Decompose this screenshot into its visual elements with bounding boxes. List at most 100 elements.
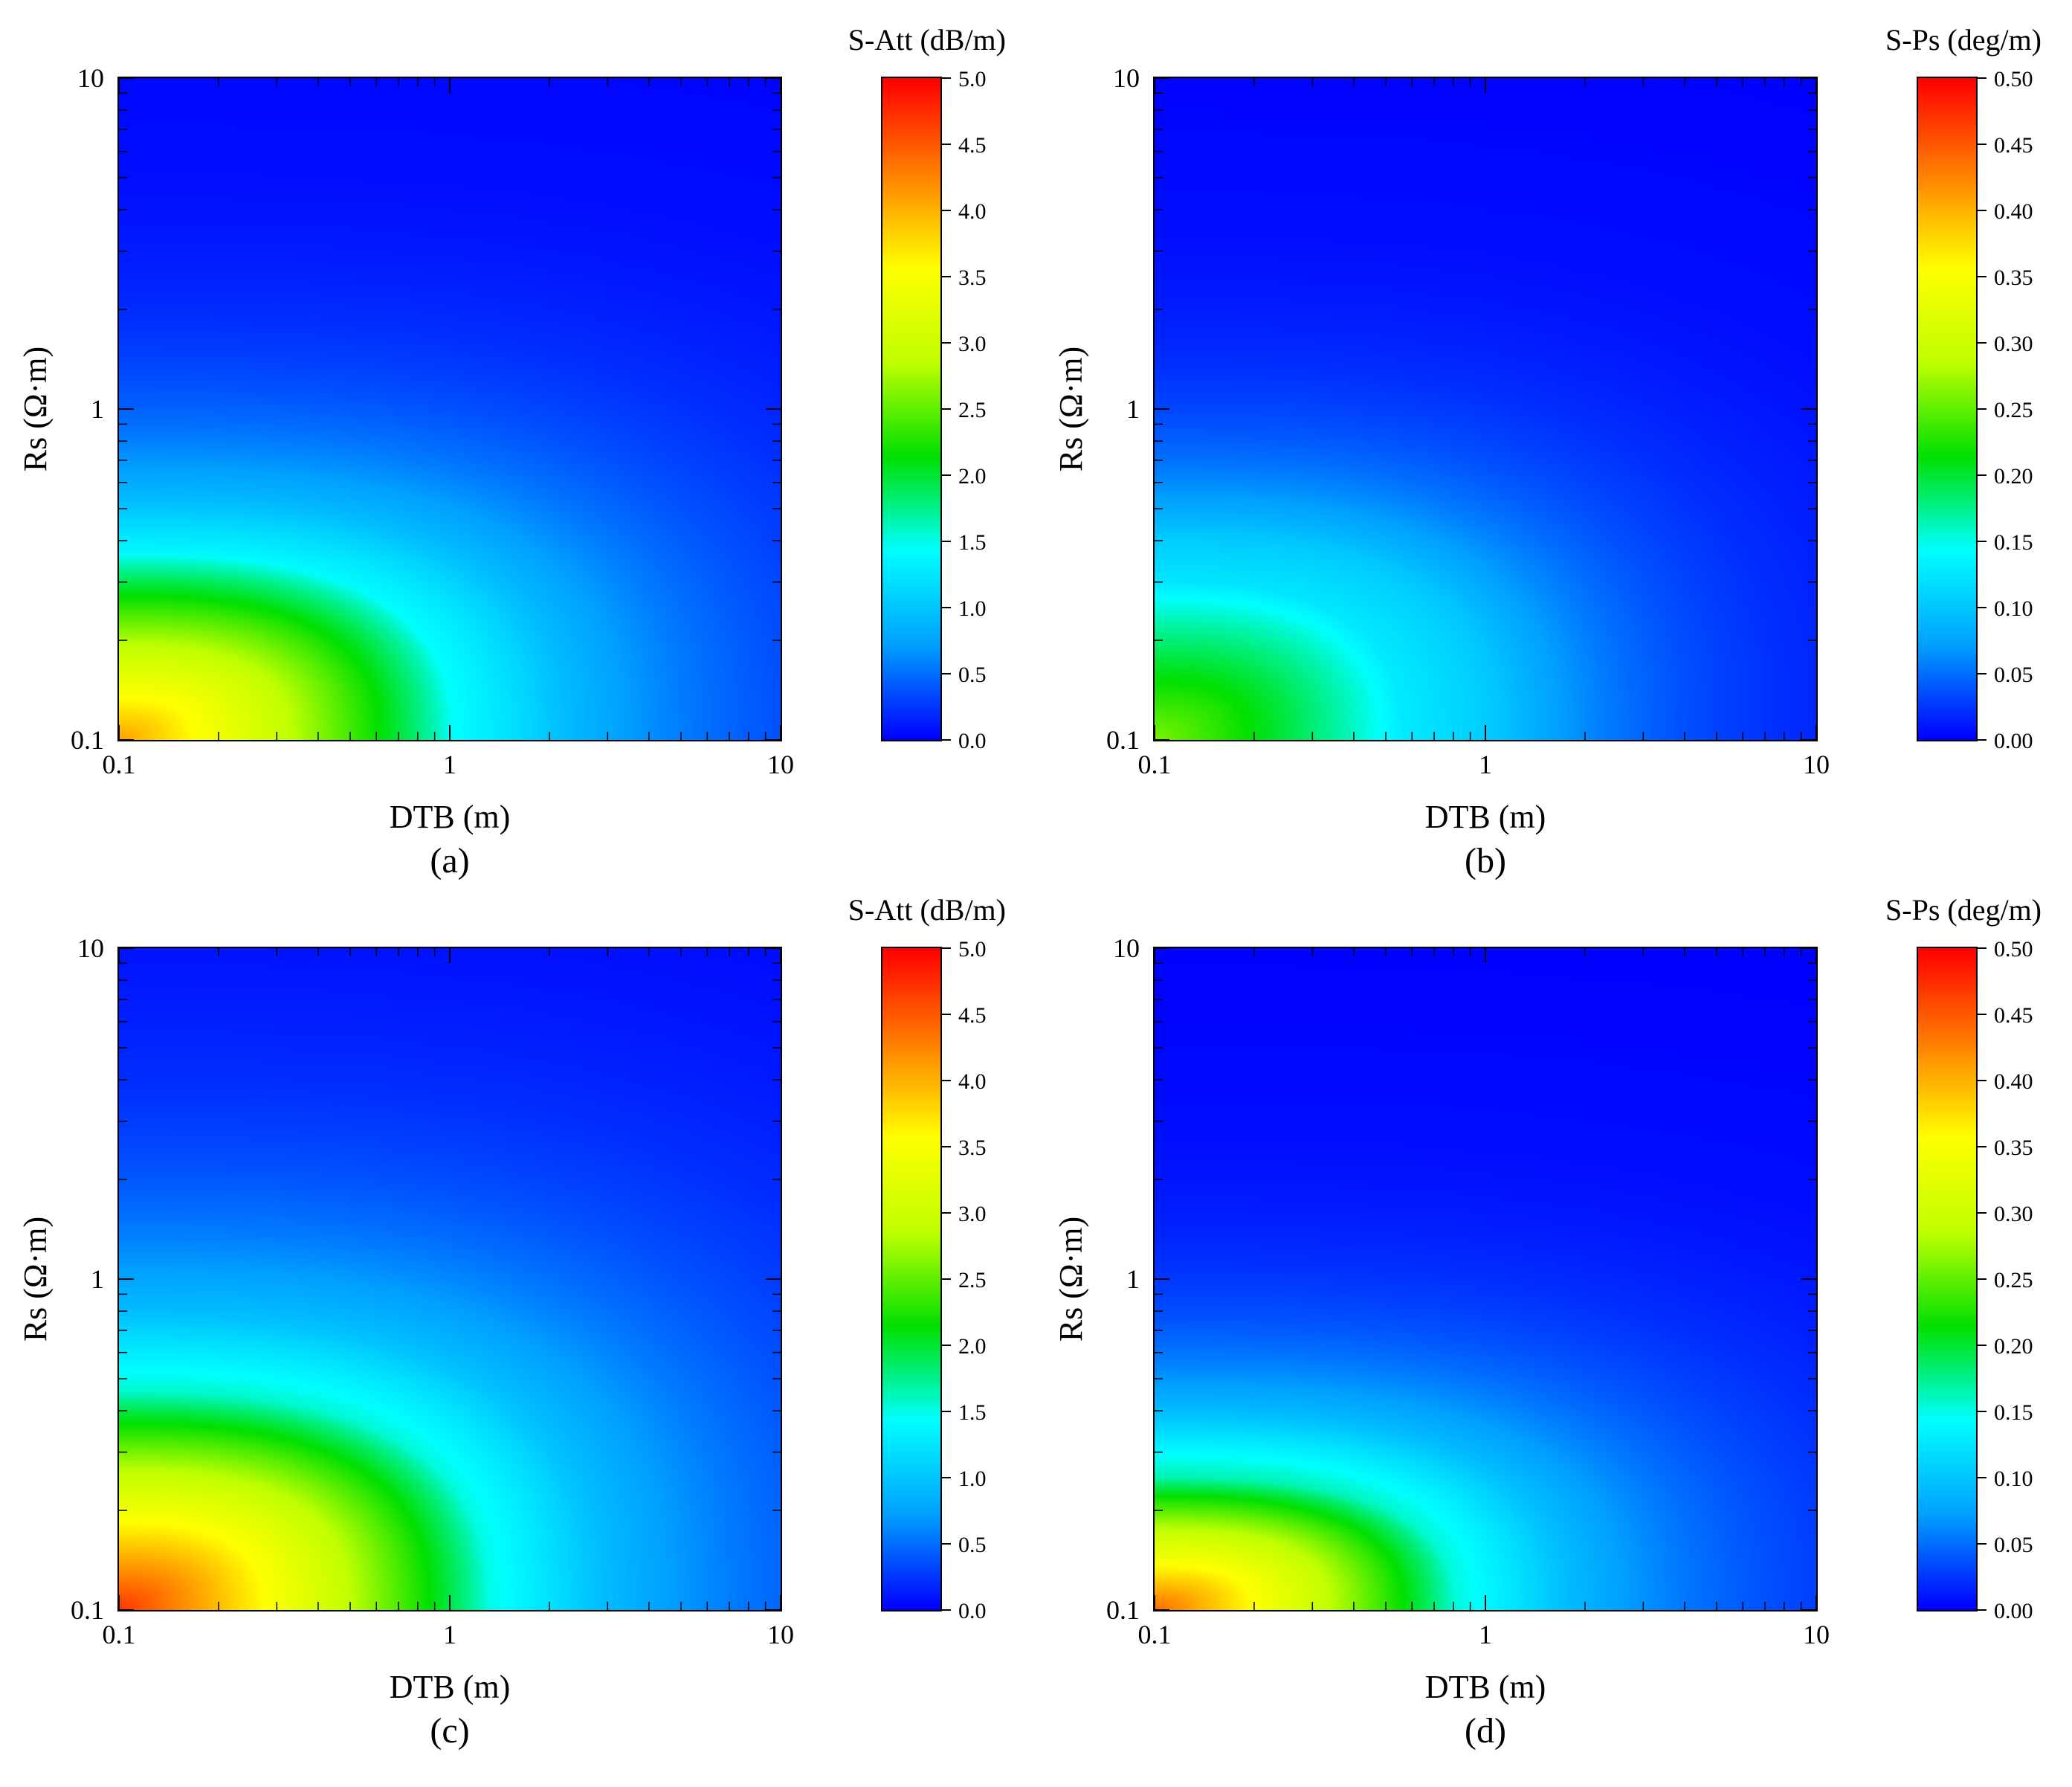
colorbar-gradient: [1918, 78, 1976, 740]
colorbar-tick-label: 0.05: [1994, 1533, 2033, 1557]
y-axis-label: Rs (Ω·m): [17, 1217, 54, 1342]
panel-a: S-Att (dB/m) 0.1 1 10 0.1 1 10 DTB (m) Rs (Ω·m) 0…: [0, 0, 1036, 880]
axes: 0.1 1 10 0.1 1 10 DTB (m) Rs (Ω·m) 0.0 0.5 1.0 1.5 2…: [17, 63, 987, 835]
colorbar-tick-label: 5.0: [958, 937, 987, 962]
axes: 0.1 1 10 0.1 1 10 DTB (m) Rs (Ω·m) 0.0 0.5 1.0 1.5 2…: [17, 933, 987, 1705]
colorbar-tick-label: 0.45: [1994, 133, 2033, 158]
panel-label: (c): [430, 1711, 470, 1751]
colorbar-tick-label: 1.5: [958, 1400, 987, 1425]
colorbar-tick-label: 2.0: [958, 1334, 987, 1359]
colorbar-gradient: [1918, 948, 1976, 1610]
colorbar-tick-label: 0.0: [958, 729, 987, 753]
x-tick-label: 0.1: [103, 1620, 136, 1649]
panel-d: S-Ps (deg/m) 0.1 1 10 0.1 1 10 DTB (m) Rs (Ω·m) 0…: [1036, 870, 2071, 1751]
y-tick-label: 10: [1113, 933, 1140, 963]
heatmap-canvas: [1155, 948, 1816, 1610]
y-tick-label: 1: [91, 1264, 104, 1294]
colorbar-tick-label: 0.00: [1994, 1599, 2033, 1623]
colorbar-tick-label: 0.00: [1994, 729, 2033, 753]
axes: 0.1 1 10 0.1 1 10 DTB (m) Rs (Ω·m) 0.00 0.05 0.10 0…: [1053, 63, 2033, 835]
colorbar-tick-label: 0.25: [1994, 398, 2033, 422]
panel-c: S-Att (dB/m) 0.1 1 10 0.1 1 10 DTB (m) Rs (Ω·m) 0…: [0, 870, 1036, 1751]
x-tick-label: 0.1: [1138, 1620, 1172, 1649]
y-tick-label: 0.1: [1106, 725, 1140, 755]
y-tick-label: 1: [1126, 1264, 1140, 1294]
y-tick-label: 0.1: [71, 725, 104, 755]
colorbar-tick-label: 0.50: [1994, 937, 2033, 962]
colorbar-tick-label: 0.40: [1994, 199, 2033, 224]
colorbar-tick-label: 0.45: [1994, 1003, 2033, 1028]
y-tick-label: 10: [77, 933, 104, 963]
x-axis-label: DTB (m): [1425, 799, 1546, 835]
heatmap-canvas: [1155, 78, 1816, 740]
colorbar-tick-label: 0.15: [1994, 530, 2033, 555]
x-axis-label: DTB (m): [390, 1669, 511, 1705]
colorbar-tick-label: 3.5: [958, 1136, 987, 1160]
colorbar-title: S-Att (dB/m): [848, 23, 1006, 57]
colorbar-tick-label: 0.05: [1994, 663, 2033, 687]
heatmap-plot-area: [117, 947, 782, 1611]
colorbar-tick-label: 4.5: [958, 133, 987, 158]
colorbar: [881, 947, 942, 1611]
colorbar-tick-label: 5.0: [958, 67, 987, 91]
panel-label: (a): [430, 841, 470, 880]
y-tick-label: 0.1: [1106, 1595, 1140, 1625]
y-axis-label: Rs (Ω·m): [17, 347, 54, 471]
colorbar-tick-label: 0.5: [958, 663, 987, 687]
colorbar-gradient: [882, 78, 940, 740]
x-tick-label: 10: [1803, 750, 1830, 779]
x-axis-label: DTB (m): [1425, 1669, 1546, 1705]
colorbar-tick-label: 4.0: [958, 1069, 987, 1094]
heatmap-canvas: [119, 78, 781, 740]
colorbar-title: S-Ps (deg/m): [1885, 23, 2042, 57]
colorbar-tick-label: 0.20: [1994, 464, 2033, 489]
colorbar-tick-label: 0.25: [1994, 1268, 2033, 1292]
y-tick-label: 10: [1113, 63, 1140, 93]
colorbar-tick-label: 3.5: [958, 265, 987, 290]
colorbar-tick-label: 0.10: [1994, 1466, 2033, 1491]
colorbar-tick-label: 0.35: [1994, 1136, 2033, 1160]
y-tick-label: 1: [1126, 394, 1140, 424]
colorbar-gradient: [882, 948, 940, 1610]
x-tick-label: 0.1: [1138, 750, 1172, 779]
colorbar-tick-label: 1.5: [958, 530, 987, 555]
colorbar-title: S-Ps (deg/m): [1885, 893, 2042, 927]
colorbar-tick-label: 2.5: [958, 398, 987, 422]
x-tick-label: 0.1: [103, 750, 136, 779]
colorbar-tick-label: 0.15: [1994, 1400, 2033, 1425]
heatmap-plot-area: [1153, 947, 1818, 1611]
panel-label: (d): [1465, 1711, 1506, 1751]
colorbar: [881, 77, 942, 741]
axes: 0.1 1 10 0.1 1 10 DTB (m) Rs (Ω·m) 0.00 0.05 0.10 0…: [1053, 933, 2033, 1705]
colorbar-tick-label: 3.0: [958, 332, 987, 356]
y-tick-label: 10: [77, 63, 104, 93]
y-axis-label: Rs (Ω·m): [1053, 1217, 1089, 1342]
colorbar-tick-label: 0.40: [1994, 1069, 2033, 1094]
x-tick-label: 1: [1479, 750, 1492, 779]
colorbar-tick-label: 4.5: [958, 1003, 987, 1028]
colorbar-tick-label: 0.5: [958, 1533, 987, 1557]
x-tick-label: 1: [443, 750, 456, 779]
panel-label: (b): [1465, 841, 1506, 880]
colorbar-tick-label: 0.35: [1994, 265, 2033, 290]
y-axis-label: Rs (Ω·m): [1053, 347, 1089, 471]
x-tick-label: 10: [1803, 1620, 1830, 1649]
x-axis-label: DTB (m): [390, 799, 511, 835]
colorbar-tick-label: 1.0: [958, 596, 987, 621]
x-tick-label: 1: [443, 1620, 456, 1649]
colorbar-tick-label: 2.0: [958, 464, 987, 489]
x-tick-label: 1: [1479, 1620, 1492, 1649]
colorbar-tick-label: 3.0: [958, 1202, 987, 1226]
y-tick-label: 0.1: [71, 1595, 104, 1625]
panel-b: S-Ps (deg/m) 0.1 1 10 0.1 1 10 DTB (m) Rs (Ω·m) 0…: [1036, 0, 2071, 880]
y-tick-label: 1: [91, 394, 104, 424]
colorbar-tick-label: 0.50: [1994, 67, 2033, 91]
colorbar-tick-label: 0.20: [1994, 1334, 2033, 1359]
colorbar-tick-label: 0.10: [1994, 596, 2033, 621]
x-tick-label: 10: [767, 750, 794, 779]
colorbar: [1917, 77, 1978, 741]
heatmap-plot-area: [1153, 77, 1818, 741]
colorbar-tick-label: 4.0: [958, 199, 987, 224]
x-tick-label: 10: [767, 1620, 794, 1649]
colorbar: [1917, 947, 1978, 1611]
